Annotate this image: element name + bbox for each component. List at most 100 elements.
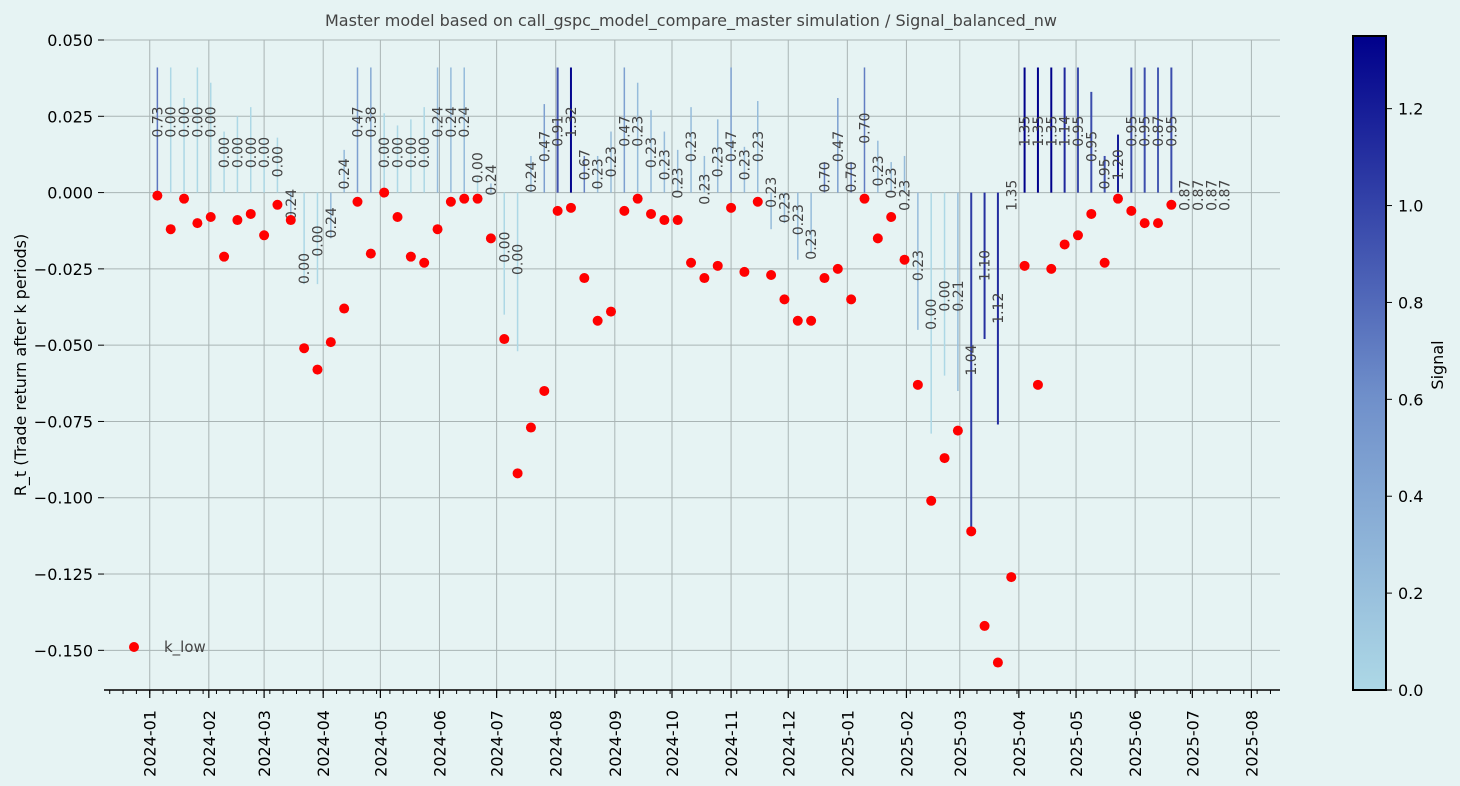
signal-label: 0.24 [324, 207, 340, 238]
data-point [926, 495, 937, 506]
signal-label: 0.91 [551, 116, 567, 147]
x-tick-label: 2024-11 [722, 710, 741, 777]
signal-label: 1.35 [1044, 116, 1060, 147]
legend-marker [129, 642, 139, 652]
data-point [766, 269, 777, 280]
x-axis: 2024-01 2024-02 2024-03 2024-04 2024-05 2024-… [104, 689, 1280, 777]
data-point [846, 294, 857, 305]
signal-label: 0.70 [857, 113, 873, 144]
data-point [272, 199, 283, 210]
data-point [752, 196, 763, 207]
x-tick-label: 2025-06 [1126, 710, 1145, 777]
data-point [806, 315, 817, 326]
signal-label: 0.23 [871, 155, 887, 186]
data-point [792, 315, 803, 326]
signal-label: 0.23 [751, 131, 767, 162]
signal-label: 0.00 [257, 137, 273, 168]
data-point [686, 257, 697, 268]
data-point [1153, 218, 1164, 229]
y-tick-label: −0.050 [34, 336, 93, 355]
x-tick-label: 2024-09 [606, 710, 625, 777]
x-tick-label: 2024-12 [779, 710, 798, 777]
data-point [1019, 260, 1030, 271]
colorbar-tick-label: 1.0 [1398, 197, 1423, 216]
data-point [1006, 572, 1017, 583]
signal-bars [156, 67, 1173, 529]
data-point [165, 224, 176, 235]
data-point [299, 343, 310, 354]
signal-label: 0.87 [1204, 180, 1220, 211]
data-point [365, 248, 376, 259]
signal-label: 0.23 [671, 168, 687, 199]
y-tick-label: −0.025 [34, 260, 93, 279]
x-tick-label: 2024-04 [314, 710, 333, 777]
signal-label: 1.14 [1058, 116, 1074, 147]
x-tick-label: 2025-07 [1183, 710, 1202, 777]
x-tick-label: 2025-05 [1067, 710, 1086, 777]
y-tick-label: −0.100 [34, 489, 93, 508]
data-point [1166, 199, 1177, 210]
signal-label: 0.87 [1178, 180, 1194, 211]
data-point [445, 196, 456, 207]
signal-label: 0.24 [444, 106, 460, 137]
colorbar-tick-label: 1.2 [1398, 100, 1423, 119]
data-point [872, 233, 883, 244]
data-point [939, 453, 950, 464]
signal-label: 0.00 [511, 244, 527, 275]
signal-label: 0.23 [911, 250, 927, 281]
signal-label: 0.70 [844, 161, 860, 192]
y-axis: −0.150 −0.125 −0.100 −0.075 −0.050 −0.025 0.00… [34, 31, 104, 660]
data-point [739, 266, 750, 277]
data-point [726, 202, 737, 213]
signal-label: 0.00 [297, 253, 313, 284]
signal-annotations: 0.730.000.000.000.000.000.000.000.000.00… [150, 106, 1233, 375]
data-point [592, 315, 603, 326]
data-point [1072, 230, 1083, 241]
signal-label: 1.32 [564, 106, 580, 137]
data-point [552, 205, 563, 216]
data-point [992, 657, 1003, 668]
data-point [1032, 379, 1043, 390]
signal-label: 0.23 [591, 158, 607, 189]
k-low-series [152, 187, 1177, 668]
signal-label: 1.35 [1018, 116, 1034, 147]
data-point [779, 294, 790, 305]
data-point [819, 273, 830, 284]
signal-label: 0.47 [617, 116, 633, 147]
y-tick-label: −0.150 [34, 641, 93, 660]
data-point [886, 211, 897, 222]
signal-label: 0.47 [724, 131, 740, 162]
signal-label: 0.95 [1071, 116, 1087, 147]
data-point [1086, 208, 1097, 219]
data-point [325, 337, 336, 348]
signal-label: 0.24 [284, 189, 300, 220]
data-point [899, 254, 910, 265]
x-tick-label: 2024-03 [255, 710, 274, 777]
data-point [179, 193, 190, 204]
data-point [525, 422, 536, 433]
y-tick-label: 0.050 [47, 31, 93, 50]
signal-label: 0.23 [711, 146, 727, 177]
signal-label: 1.35 [1004, 180, 1020, 211]
signal-label: 0.24 [457, 106, 473, 137]
data-point [659, 215, 670, 226]
signal-label: 0.23 [791, 204, 807, 235]
x-tick-label: 2025-02 [897, 710, 916, 777]
data-point [1112, 193, 1123, 204]
signal-label: 0.00 [310, 225, 326, 256]
signal-label: 0.95 [1084, 131, 1100, 162]
y-axis-label: R_t (Trade return after k periods) [11, 234, 31, 496]
signal-label: 0.23 [737, 149, 753, 180]
signal-label: 0.23 [631, 116, 647, 147]
legend: k_low [129, 638, 206, 657]
signal-label: 0.00 [230, 137, 246, 168]
signal-label: 1.20 [1111, 149, 1127, 180]
colorbar-tick-label: 0.6 [1398, 390, 1423, 409]
signal-label: 1.35 [1031, 116, 1047, 147]
signal-label: 1.04 [964, 344, 980, 375]
signal-label: 0.00 [924, 299, 940, 330]
data-point [979, 620, 990, 631]
data-point [352, 196, 363, 207]
signal-label: 0.95 [1098, 158, 1114, 189]
data-point [1126, 205, 1137, 216]
